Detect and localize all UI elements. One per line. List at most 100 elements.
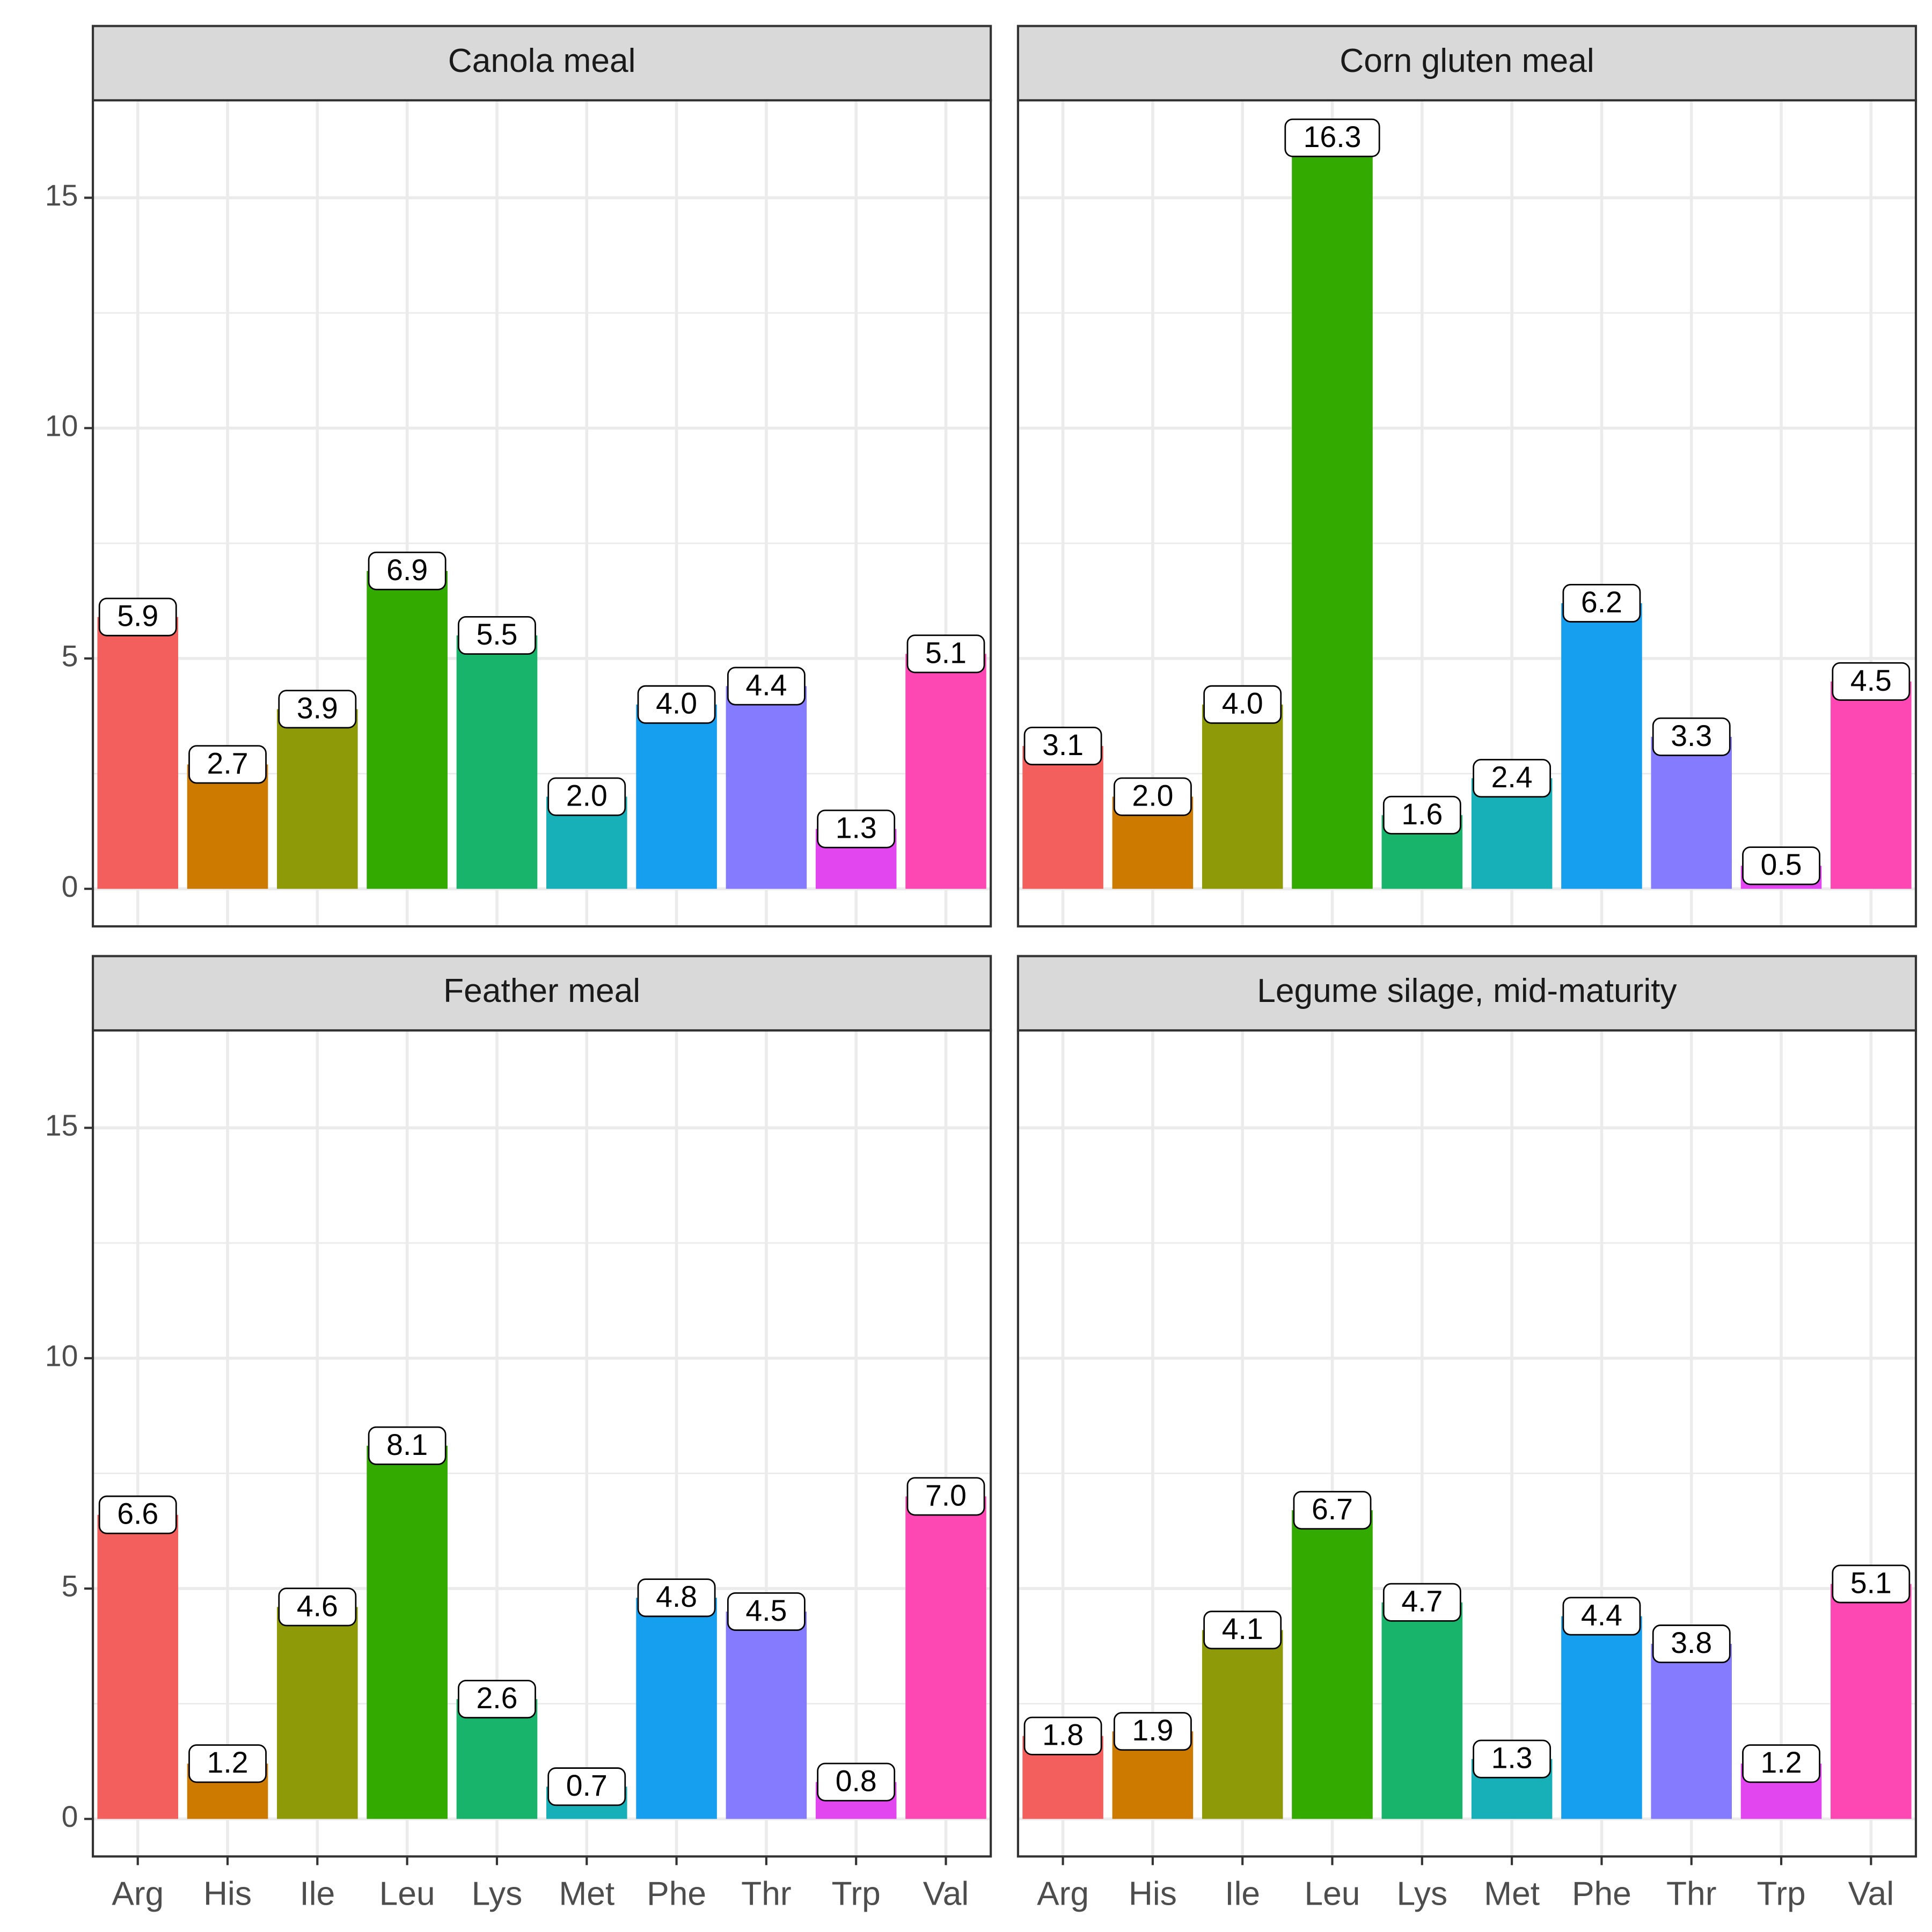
value-label-box	[1203, 1611, 1282, 1650]
bar	[1202, 1630, 1283, 1819]
value-label-box	[1742, 1744, 1820, 1783]
bar	[636, 1598, 717, 1819]
value-label-box	[1113, 777, 1192, 816]
y-tick-label: 0	[62, 1800, 78, 1833]
value-label-box	[727, 1592, 806, 1631]
bar	[1561, 1616, 1642, 1819]
y-tick-label: 10	[45, 409, 78, 442]
value-label: 3.3	[1671, 719, 1712, 752]
strip-title: Canola meal	[448, 42, 636, 79]
value-label-box	[1652, 717, 1731, 756]
value-label: 2.0	[1132, 779, 1173, 812]
value-label: 4.8	[656, 1580, 697, 1613]
value-label: 6.9	[386, 553, 428, 587]
bar	[1381, 1602, 1463, 1819]
value-label-box	[368, 1426, 447, 1465]
bar	[456, 1699, 538, 1819]
bar	[1292, 137, 1373, 889]
x-tick-label: Phe	[1572, 1876, 1631, 1913]
strip-title: Feather meal	[443, 972, 640, 1009]
value-label-box	[458, 1680, 536, 1719]
value-label: 4.5	[1850, 664, 1892, 697]
value-label-box	[637, 685, 716, 724]
x-tick-label: Phe	[647, 1876, 706, 1913]
x-tick-label: Val	[923, 1876, 969, 1913]
strip	[92, 25, 992, 101]
value-label: 1.9	[1132, 1714, 1173, 1747]
x-tick-label: Met	[1484, 1876, 1540, 1913]
bar	[97, 617, 179, 889]
value-label-box	[1293, 1491, 1372, 1530]
value-label-box	[368, 551, 447, 590]
value-label: 4.0	[656, 687, 697, 720]
value-label-box	[1382, 795, 1461, 835]
value-label-box	[1832, 662, 1911, 701]
x-tick-label: Lys	[1396, 1876, 1447, 1913]
value-label: 4.0	[1222, 687, 1263, 720]
value-label: 3.1	[1042, 728, 1084, 762]
value-label: 5.1	[925, 636, 967, 669]
panel-bg	[93, 1030, 991, 1857]
value-label: 1.3	[1491, 1741, 1533, 1775]
value-label: 2.4	[1491, 760, 1533, 794]
value-label-box	[1023, 727, 1102, 766]
value-label: 5.5	[476, 618, 517, 651]
value-label: 2.6	[476, 1681, 517, 1715]
bar	[1292, 1510, 1373, 1819]
value-label-box	[1652, 1624, 1731, 1664]
bar	[726, 686, 807, 889]
x-tick-label: Arg	[1037, 1876, 1089, 1913]
value-label-box	[817, 1762, 896, 1802]
value-label: 1.6	[1401, 797, 1443, 831]
x-tick-label: Thr	[1666, 1876, 1716, 1913]
value-label-box	[278, 1587, 357, 1627]
bar	[187, 764, 268, 889]
x-tick-label: Arg	[112, 1876, 164, 1913]
value-label: 2.7	[207, 747, 248, 780]
x-tick-label: Leu	[1305, 1876, 1360, 1913]
bar	[1202, 704, 1283, 889]
value-label: 4.4	[1581, 1598, 1622, 1631]
value-label-box	[906, 1477, 985, 1516]
y-tick-label: 5	[62, 640, 78, 673]
value-label-box	[188, 1744, 267, 1783]
y-tick-label: 15	[45, 179, 78, 212]
value-label-box	[547, 777, 626, 816]
value-label-box	[727, 667, 806, 706]
value-label-box	[637, 1578, 716, 1618]
value-label: 5.1	[1850, 1566, 1892, 1599]
bar	[277, 1607, 358, 1819]
value-label: 6.2	[1581, 586, 1622, 619]
y-tick-label: 0	[62, 870, 78, 903]
x-tick-label: Val	[1848, 1876, 1894, 1913]
bar	[905, 654, 986, 889]
value-label: 1.2	[207, 1746, 248, 1779]
value-label: 0.7	[566, 1769, 608, 1802]
bar	[1831, 1584, 1912, 1819]
x-tick-label: Lys	[472, 1876, 523, 1913]
value-label-box	[1113, 1712, 1192, 1751]
x-tick-label: Trp	[1757, 1876, 1805, 1913]
bar	[1561, 603, 1642, 889]
bar	[1651, 736, 1732, 889]
value-label: 3.9	[297, 691, 338, 724]
value-label-box	[278, 690, 357, 729]
value-label: 6.7	[1312, 1492, 1353, 1526]
value-label-box	[188, 745, 267, 784]
bar	[636, 704, 717, 889]
y-tick-label: 10	[45, 1339, 78, 1372]
value-label: 1.8	[1042, 1718, 1084, 1752]
x-tick-label: His	[203, 1876, 252, 1913]
strip	[1016, 955, 1918, 1032]
x-tick-label: Thr	[741, 1876, 791, 1913]
bar	[97, 1514, 179, 1819]
value-label-box	[1023, 1716, 1102, 1755]
value-label: 4.6	[297, 1589, 338, 1622]
bar	[367, 570, 448, 889]
value-label: 16.3	[1304, 120, 1362, 153]
bar	[277, 709, 358, 889]
strip	[92, 955, 992, 1032]
bar	[367, 1445, 448, 1819]
x-tick-label: Ile	[299, 1876, 335, 1913]
